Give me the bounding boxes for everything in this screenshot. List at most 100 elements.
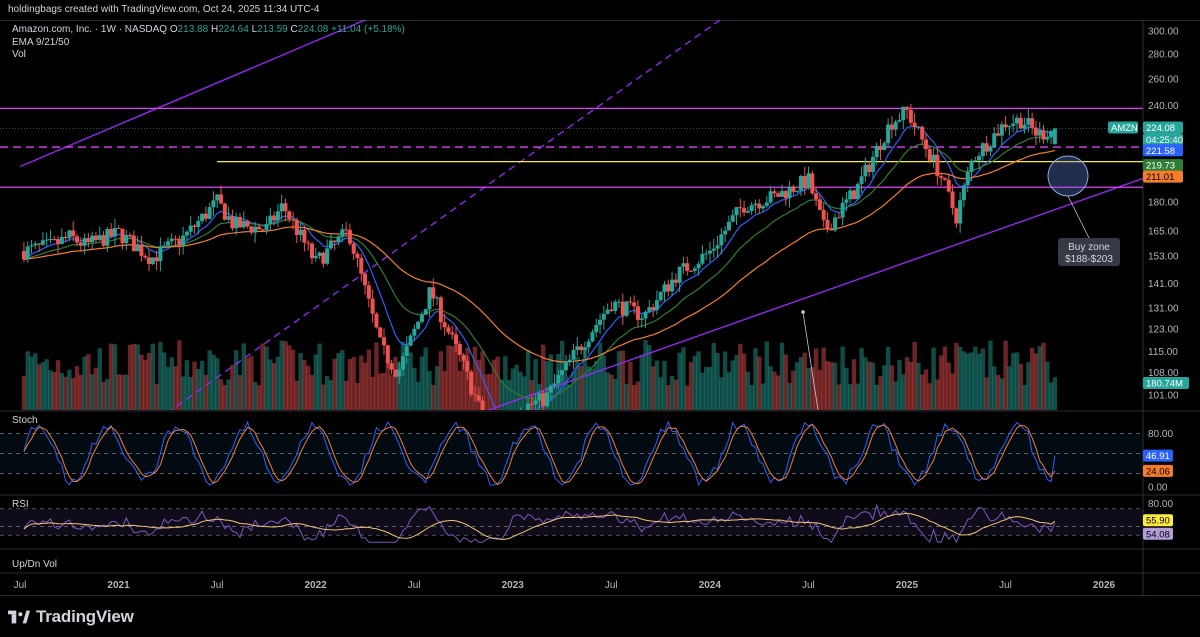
candle [787, 180, 792, 208]
volume-bar [1041, 342, 1046, 410]
candle-body [200, 213, 205, 221]
volume-bar [575, 357, 580, 410]
candle [980, 142, 985, 163]
buy-zone-pointer [1067, 195, 1090, 239]
candle-body [533, 400, 538, 405]
volume-bar [745, 371, 751, 410]
volume-bar [199, 360, 205, 410]
candle [264, 216, 269, 235]
candle [749, 202, 754, 215]
candle [370, 289, 375, 323]
candle [1049, 130, 1054, 144]
candle [154, 250, 159, 271]
countdown-tag-bg [1143, 133, 1183, 146]
candle-body [306, 242, 311, 244]
candle-body [889, 124, 894, 130]
volume-bar [685, 385, 690, 410]
candle-body [196, 220, 201, 227]
volume-bar [783, 354, 788, 410]
candle-body [268, 215, 273, 225]
candle-body [723, 230, 728, 235]
volume-bar [980, 348, 986, 410]
volume-bar [457, 370, 463, 410]
candle-body [1022, 124, 1027, 129]
candle [825, 212, 830, 233]
volume-bar [154, 383, 159, 410]
candle [135, 236, 140, 252]
stoch-k-line [23, 420, 1056, 487]
candle-body [624, 301, 629, 316]
legend-vol: Vol [12, 49, 26, 60]
candle [745, 206, 750, 214]
candle [696, 261, 701, 276]
chart-area[interactable]: Buy zone$188-$203 Amazon.com, Inc. · 1W ·… [0, 20, 1200, 595]
candle [93, 232, 98, 244]
candle [158, 237, 163, 272]
volume-bar [438, 351, 444, 410]
candle [571, 343, 576, 370]
candle-body [977, 156, 982, 161]
volume-bar [143, 359, 148, 410]
candle-body [427, 287, 432, 310]
candle-body [207, 207, 212, 219]
candle [522, 412, 526, 420]
stoch-k-tag-text: 46.91 [1146, 451, 1170, 462]
volume-bar [468, 384, 474, 410]
volume-bar [36, 364, 42, 410]
candle [719, 228, 724, 255]
candle [526, 398, 531, 410]
candle [541, 390, 546, 410]
volume-bar [332, 358, 337, 410]
candle-body [1052, 128, 1057, 145]
volume-bar [427, 371, 432, 410]
candle-body [961, 185, 966, 201]
volume-bar [260, 343, 265, 410]
candle [1037, 122, 1042, 143]
volume-bar [317, 343, 322, 410]
candle [25, 241, 30, 263]
candle [321, 251, 326, 268]
candle [810, 170, 815, 195]
candle [882, 141, 887, 151]
candle-body [124, 234, 129, 244]
candle [207, 202, 212, 220]
volume-bar [1052, 377, 1058, 410]
candle-body [234, 217, 239, 229]
candle [802, 166, 807, 196]
volume-bar [590, 368, 595, 410]
candle-body [628, 301, 633, 303]
candle [476, 387, 481, 403]
volume-bar [882, 365, 887, 410]
volume-bar [772, 371, 777, 410]
upper-channel-line [19, 20, 367, 168]
candle-body [446, 327, 451, 333]
candle [150, 257, 155, 266]
candle-body [609, 309, 614, 312]
candle-body [643, 311, 648, 319]
volume-bar [677, 352, 682, 410]
candle-body [742, 208, 747, 213]
candle-body [639, 318, 644, 320]
candle-body [347, 229, 352, 244]
candle [1052, 127, 1057, 145]
candle [355, 251, 360, 268]
candle [829, 223, 834, 231]
volume-bar [522, 376, 527, 410]
volume-bar [692, 355, 698, 410]
candle [328, 233, 333, 251]
volume-bar [601, 355, 607, 410]
candle [245, 219, 250, 229]
candle-body [158, 246, 163, 262]
ema50-line [23, 149, 1056, 363]
candle [779, 184, 784, 198]
tradingview-logo[interactable]: TradingView [8, 607, 134, 627]
volume-bar [749, 384, 754, 410]
volume-bar [86, 354, 91, 410]
footer-bar: TradingView [0, 595, 1200, 637]
volume-bar [544, 361, 550, 410]
candle [446, 324, 451, 336]
candle [988, 144, 993, 157]
candle [105, 226, 110, 253]
volume-bar [821, 347, 826, 410]
candle-body [882, 143, 887, 151]
